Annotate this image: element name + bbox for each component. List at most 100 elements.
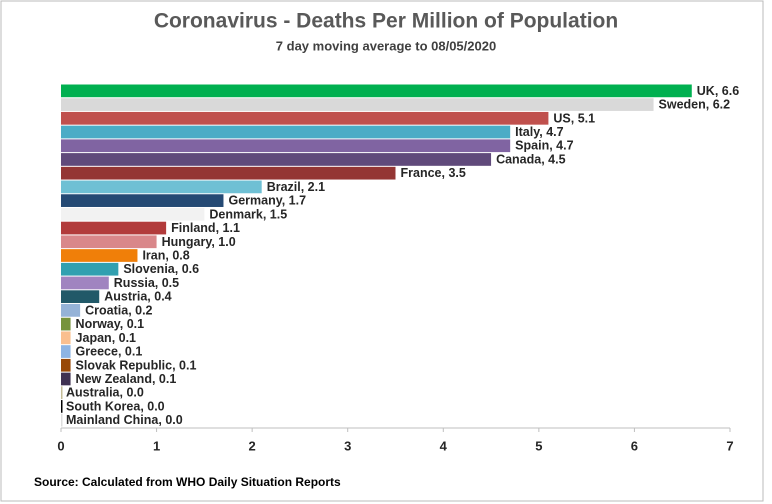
category-label: UK <box>697 84 715 98</box>
data-label: Denmark, 1.5 <box>209 208 287 222</box>
category-label: Croatia <box>85 304 129 318</box>
value-label: , 2.1 <box>301 180 325 194</box>
value-label: , 4.5 <box>541 153 565 167</box>
bar <box>61 372 71 386</box>
value-label: , 1.0 <box>211 235 235 249</box>
value-label: , 6.2 <box>706 98 730 112</box>
value-label: , 1.5 <box>263 208 287 222</box>
value-label: , 0.6 <box>175 263 199 277</box>
value-label: , 0.8 <box>165 249 189 263</box>
data-label: Hungary, 1.0 <box>162 235 236 249</box>
data-label: South Korea, 0.0 <box>66 400 165 414</box>
x-tick-label: 1 <box>153 438 160 453</box>
bar <box>61 386 63 400</box>
category-label: Austria <box>104 290 148 304</box>
bar <box>61 98 654 111</box>
category-label: South Korea <box>66 400 141 414</box>
x-tick-label: 5 <box>535 438 542 453</box>
data-label: Japan, 0.1 <box>76 331 137 345</box>
value-label: , 0.1 <box>118 345 142 359</box>
category-label: Norway <box>76 317 121 331</box>
chart-title: Coronavirus - Deaths Per Million of Popu… <box>154 10 618 33</box>
bar <box>61 317 71 331</box>
data-label: Canada, 4.5 <box>496 153 566 167</box>
category-label: Germany <box>228 194 282 208</box>
value-label: , 0.0 <box>158 413 182 427</box>
category-label: Slovak Republic <box>76 359 173 373</box>
category-label: Sweden <box>659 98 706 112</box>
value-label: , 0.0 <box>140 400 164 414</box>
data-label: Spain, 4.7 <box>515 139 573 153</box>
data-label: New Zealand, 0.1 <box>76 372 177 386</box>
data-label: Croatia, 0.2 <box>85 304 152 318</box>
data-label: Germany, 1.7 <box>228 194 306 208</box>
category-label: Japan <box>76 331 112 345</box>
bar <box>61 400 63 413</box>
value-label: , 1.1 <box>216 221 240 235</box>
category-label: Denmark <box>209 208 263 222</box>
category-label: Slovenia <box>123 263 175 277</box>
data-label: Slovak Republic, 0.1 <box>76 359 197 373</box>
x-tick-label: 6 <box>631 438 638 453</box>
bar <box>61 290 100 304</box>
data-label: Brazil, 2.1 <box>267 180 325 194</box>
bar <box>61 84 692 98</box>
category-label: France <box>401 166 442 180</box>
value-label: , 6.6 <box>715 84 739 98</box>
bar <box>61 153 492 166</box>
bar <box>61 235 157 249</box>
x-tick-label: 0 <box>57 438 64 453</box>
data-label: Sweden, 6.2 <box>659 98 731 112</box>
bar <box>61 358 71 372</box>
data-label: US, 5.1 <box>553 112 595 126</box>
bar <box>61 221 167 235</box>
category-label: Iran <box>142 249 165 263</box>
bar <box>61 345 71 358</box>
value-label: , 0.5 <box>155 276 179 290</box>
x-tick-label: 7 <box>726 438 733 453</box>
data-label: Australia, 0.0 <box>66 386 144 400</box>
value-label: , 5.1 <box>571 112 595 126</box>
category-label: Canada <box>496 153 542 167</box>
category-label: Hungary <box>162 235 213 249</box>
data-label: Russia, 0.5 <box>114 276 179 290</box>
value-label: , 0.1 <box>120 317 144 331</box>
bar <box>61 331 71 345</box>
source-note: Source: Calculated from WHO Daily Situat… <box>34 475 341 489</box>
data-label: Slovenia, 0.6 <box>123 263 199 277</box>
bar <box>61 276 109 290</box>
data-label: Greece, 0.1 <box>76 345 143 359</box>
data-label: Finland, 1.1 <box>171 221 240 235</box>
category-label: Italy <box>515 125 540 139</box>
value-label: , 0.0 <box>120 386 144 400</box>
category-label: Mainland China <box>66 413 159 427</box>
bar <box>61 413 63 427</box>
bar <box>61 304 81 317</box>
bar <box>61 139 511 153</box>
category-label: Greece <box>76 345 118 359</box>
data-label: Mainland China, 0.0 <box>66 413 183 427</box>
category-label: Australia <box>66 386 121 400</box>
bar <box>61 194 224 207</box>
x-tick-label: 2 <box>249 438 256 453</box>
value-label: , 0.2 <box>128 304 152 318</box>
bar <box>61 207 205 221</box>
category-label: Brazil <box>267 180 301 194</box>
data-label: Italy, 4.7 <box>515 125 563 139</box>
data-label: Iran, 0.8 <box>142 249 189 263</box>
data-label: France, 3.5 <box>401 166 466 180</box>
data-label: UK, 6.6 <box>697 84 739 98</box>
bar <box>61 125 511 139</box>
x-tick-label: 3 <box>344 438 351 453</box>
value-label: , 1.7 <box>282 194 306 208</box>
value-label: , 0.1 <box>112 331 136 345</box>
category-label: Spain <box>515 139 549 153</box>
x-tick-label: 4 <box>440 438 448 453</box>
category-label: Russia <box>114 276 156 290</box>
value-label: , 0.4 <box>147 290 171 304</box>
value-label: , 4.7 <box>539 125 563 139</box>
chart-subtitle: 7 day moving average to 08/05/2020 <box>276 38 496 53</box>
value-label: , 4.7 <box>549 139 573 153</box>
category-label: US <box>553 112 570 126</box>
